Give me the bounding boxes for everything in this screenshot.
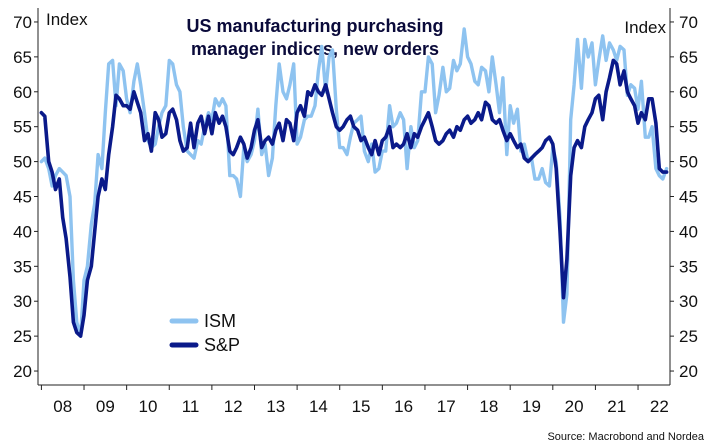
right-y-axis: 20 25 30 35 40 45 50 55 60 65 70 (670, 13, 698, 381)
x-tick-label: 20 (565, 397, 584, 416)
right-axis-label: Index (624, 18, 666, 37)
y-tick-label-right: 25 (679, 327, 698, 346)
series-line-ism (39, 27, 669, 338)
x-tick-label: 22 (650, 397, 669, 416)
x-tick-label: 21 (607, 397, 626, 416)
y-tick-label-right: 65 (679, 48, 698, 67)
source-note: Source: Macrobond and Nordea (547, 431, 704, 443)
x-tick-label: 17 (437, 397, 456, 416)
series-line-sp (39, 58, 669, 338)
y-tick-label-right: 45 (679, 188, 698, 207)
y-tick-label-left: 50 (13, 153, 32, 172)
series-layer (39, 27, 669, 338)
x-tick-label: 13 (266, 397, 285, 416)
y-tick-label-right: 55 (679, 118, 698, 137)
legend: ISM S&P (169, 311, 240, 355)
y-tick-label-left: 65 (13, 48, 32, 67)
chart-title-line-1: US manufacturing purchasing (186, 16, 443, 36)
x-tick-label: 15 (352, 397, 371, 416)
y-tick-label-left: 40 (13, 222, 32, 241)
y-tick-label-left: 25 (13, 327, 32, 346)
x-tick-label: 11 (182, 397, 200, 416)
x-tick-label: 18 (479, 397, 498, 416)
left-axis-label: Index (46, 10, 88, 29)
x-tick-label: 16 (394, 397, 413, 416)
x-tick-label: 10 (138, 397, 157, 416)
y-tick-label-right: 40 (679, 222, 698, 241)
y-tick-label-left: 35 (13, 257, 32, 276)
y-tick-label-right: 30 (679, 292, 698, 311)
y-tick-label-left: 55 (13, 118, 32, 137)
y-tick-label-right: 50 (679, 153, 698, 172)
x-tick-label: 12 (224, 397, 243, 416)
chart-title-line-2: manager indices, new orders (191, 39, 439, 59)
x-tick-label: 14 (309, 397, 328, 416)
y-tick-label-right: 60 (679, 83, 698, 102)
y-tick-label-right: 70 (679, 13, 698, 32)
legend-label-ism: ISM (204, 311, 236, 331)
y-tick-label-left: 45 (13, 188, 32, 207)
y-tick-label-left: 20 (13, 362, 32, 381)
y-tick-label-right: 35 (679, 257, 698, 276)
x-tick-label: 09 (96, 397, 115, 416)
x-tick-label: 19 (522, 397, 541, 416)
left-y-axis: 20 25 30 35 40 45 50 55 60 65 70 (13, 13, 38, 381)
y-tick-label-left: 60 (13, 83, 32, 102)
x-tick-label: 08 (53, 397, 72, 416)
x-axis: 08 09 10 11 12 13 14 15 16 17 18 19 20 21 22 (40, 385, 669, 416)
y-tick-label-left: 30 (13, 292, 32, 311)
y-tick-label-right: 20 (679, 362, 698, 381)
legend-label-sp: S&P (204, 335, 240, 355)
y-tick-label-left: 70 (13, 13, 32, 32)
